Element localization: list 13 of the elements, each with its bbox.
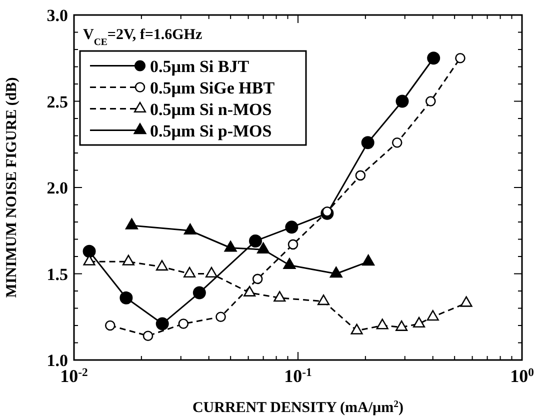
legend-label: 0.5µm Si n-MOS (150, 100, 272, 119)
y-tick-label: 2.0 (46, 178, 68, 198)
y-axis-title: MINIMUM NOISE FIGURE (dB) (4, 77, 20, 298)
legend-label: 0.5µm Si p-MOS (150, 121, 272, 140)
x-axis-title: CURRENT DENSITY (mA/µm$^{2}$) (192, 398, 404, 416)
x-tick-label: 10$^{-1}$ (284, 366, 312, 386)
x-tick-label: 10$^{0}$ (510, 366, 534, 386)
y-tick-label: 2.5 (46, 92, 68, 112)
y-tick-label: 3.0 (46, 6, 68, 25)
legend-label: 0.5µm SiGe HBT (150, 78, 276, 98)
legend-label: 0.5µm Si BJT (150, 56, 250, 76)
y-tick-label: 1.5 (46, 264, 68, 284)
annotation: V$_{CE}$=2V, f=1.6GHz (83, 27, 202, 48)
